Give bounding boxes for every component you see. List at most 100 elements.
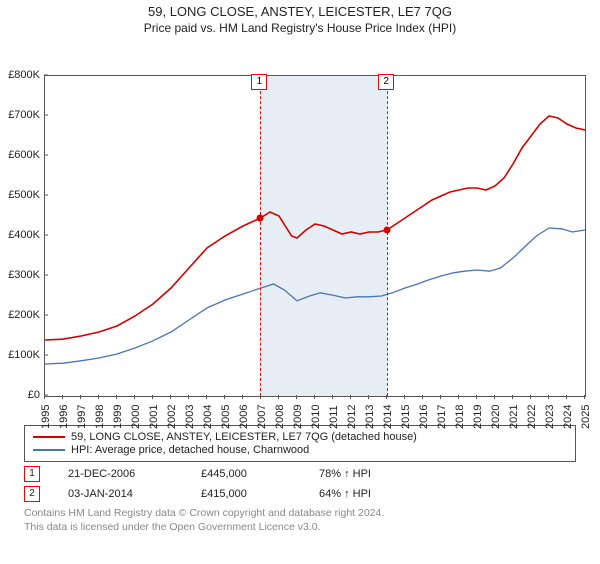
- x-tick-mark: [512, 395, 513, 399]
- x-tick-label: 2015: [400, 405, 412, 429]
- x-tick-label: 2011: [328, 405, 340, 429]
- legend: 59, LONG CLOSE, ANSTEY, LEICESTER, LE7 7…: [24, 425, 576, 462]
- x-tick-mark: [278, 395, 279, 399]
- x-tick-mark: [440, 395, 441, 399]
- x-tick-label: 2008: [274, 405, 286, 429]
- y-tick-mark: [44, 355, 48, 356]
- x-tick-label: 2019: [472, 405, 484, 429]
- sale-vs-hpi-1: 78% ↑ HPI: [319, 468, 371, 480]
- y-tick-label: £700K: [0, 109, 44, 121]
- legend-label-property: 59, LONG CLOSE, ANSTEY, LEICESTER, LE7 7…: [71, 431, 417, 443]
- x-tick-label: 2003: [184, 405, 196, 429]
- sale-row-2: 2 03-JAN-2014 £415,000 64% ↑ HPI: [24, 486, 576, 502]
- x-tick-label: 2014: [382, 405, 394, 429]
- x-tick-mark: [80, 395, 81, 399]
- sale-vs-hpi-2: 64% ↑ HPI: [319, 488, 371, 500]
- x-tick-label: 2006: [238, 405, 250, 429]
- legend-row-hpi: HPI: Average price, detached house, Char…: [33, 444, 567, 456]
- sale-row-1: 1 21-DEC-2006 £445,000 78% ↑ HPI: [24, 466, 576, 482]
- sale-vline: [260, 76, 261, 396]
- sale-point-marker: [257, 215, 264, 222]
- x-tick-mark: [476, 395, 477, 399]
- x-tick-label: 2020: [490, 405, 502, 429]
- y-tick-mark: [44, 235, 48, 236]
- x-tick-mark: [494, 395, 495, 399]
- x-tick-mark: [224, 395, 225, 399]
- x-tick-label: 2004: [202, 405, 214, 429]
- sale-annotation-box: 2: [378, 74, 394, 90]
- x-tick-mark: [134, 395, 135, 399]
- x-tick-label: 2017: [436, 405, 448, 429]
- chart-title: 59, LONG CLOSE, ANSTEY, LEICESTER, LE7 7…: [0, 4, 600, 19]
- sale-marker-1: 1: [24, 466, 40, 482]
- x-tick-mark: [62, 395, 63, 399]
- x-tick-mark: [458, 395, 459, 399]
- y-tick-label: £800K: [0, 69, 44, 81]
- x-tick-mark: [152, 395, 153, 399]
- x-tick-mark: [422, 395, 423, 399]
- chart-subtitle: Price paid vs. HM Land Registry's House …: [0, 21, 600, 35]
- x-tick-label: 2021: [508, 405, 520, 429]
- x-tick-label: 2025: [580, 405, 592, 429]
- x-tick-label: 2013: [364, 405, 376, 429]
- x-tick-mark: [350, 395, 351, 399]
- y-tick-mark: [44, 75, 48, 76]
- x-tick-label: 2018: [454, 405, 466, 429]
- legend-row-property: 59, LONG CLOSE, ANSTEY, LEICESTER, LE7 7…: [33, 431, 567, 443]
- x-tick-mark: [530, 395, 531, 399]
- series-svg: [45, 76, 585, 396]
- plot-area: [44, 75, 586, 397]
- x-tick-label: 2001: [148, 405, 160, 429]
- x-tick-label: 1996: [58, 405, 70, 429]
- footer-line-2: This data is licensed under the Open Gov…: [24, 520, 576, 534]
- x-tick-label: 2022: [526, 405, 538, 429]
- y-tick-label: £500K: [0, 189, 44, 201]
- x-tick-mark: [242, 395, 243, 399]
- x-tick-label: 1998: [94, 405, 106, 429]
- x-tick-mark: [584, 395, 585, 399]
- x-tick-mark: [332, 395, 333, 399]
- x-tick-mark: [386, 395, 387, 399]
- y-tick-label: £0: [0, 389, 44, 401]
- series-property: [45, 116, 585, 340]
- x-tick-mark: [260, 395, 261, 399]
- series-hpi: [45, 228, 585, 364]
- x-tick-label: 2009: [292, 405, 304, 429]
- y-tick-label: £100K: [0, 349, 44, 361]
- x-tick-label: 2000: [130, 405, 142, 429]
- x-tick-mark: [566, 395, 567, 399]
- sale-point-marker: [384, 227, 391, 234]
- x-tick-mark: [314, 395, 315, 399]
- sale-annotation-box: 1: [251, 74, 267, 90]
- y-tick-mark: [44, 275, 48, 276]
- legend-label-hpi: HPI: Average price, detached house, Char…: [71, 444, 309, 456]
- x-tick-label: 2024: [562, 405, 574, 429]
- x-tick-mark: [404, 395, 405, 399]
- y-tick-mark: [44, 115, 48, 116]
- y-tick-mark: [44, 155, 48, 156]
- x-tick-mark: [296, 395, 297, 399]
- x-tick-mark: [548, 395, 549, 399]
- x-tick-label: 2007: [256, 405, 268, 429]
- y-tick-mark: [44, 195, 48, 196]
- sale-date-1: 21-DEC-2006: [68, 468, 173, 480]
- sales-table: 1 21-DEC-2006 £445,000 78% ↑ HPI 2 03-JA…: [24, 466, 576, 502]
- x-tick-label: 1995: [40, 405, 52, 429]
- x-tick-mark: [44, 395, 45, 399]
- x-tick-mark: [188, 395, 189, 399]
- x-tick-label: 2010: [310, 405, 322, 429]
- x-tick-label: 2012: [346, 405, 358, 429]
- x-tick-label: 2002: [166, 405, 178, 429]
- x-tick-mark: [170, 395, 171, 399]
- y-tick-label: £400K: [0, 229, 44, 241]
- legend-swatch-hpi: [33, 449, 65, 451]
- sale-date-2: 03-JAN-2014: [68, 488, 173, 500]
- y-tick-mark: [44, 315, 48, 316]
- chart-container: £0£100K£200K£300K£400K£500K£600K£700K£80…: [0, 35, 600, 425]
- x-tick-mark: [206, 395, 207, 399]
- legend-swatch-property: [33, 436, 65, 438]
- x-tick-label: 2016: [418, 405, 430, 429]
- sale-marker-2: 2: [24, 486, 40, 502]
- x-tick-mark: [116, 395, 117, 399]
- x-tick-label: 1999: [112, 405, 124, 429]
